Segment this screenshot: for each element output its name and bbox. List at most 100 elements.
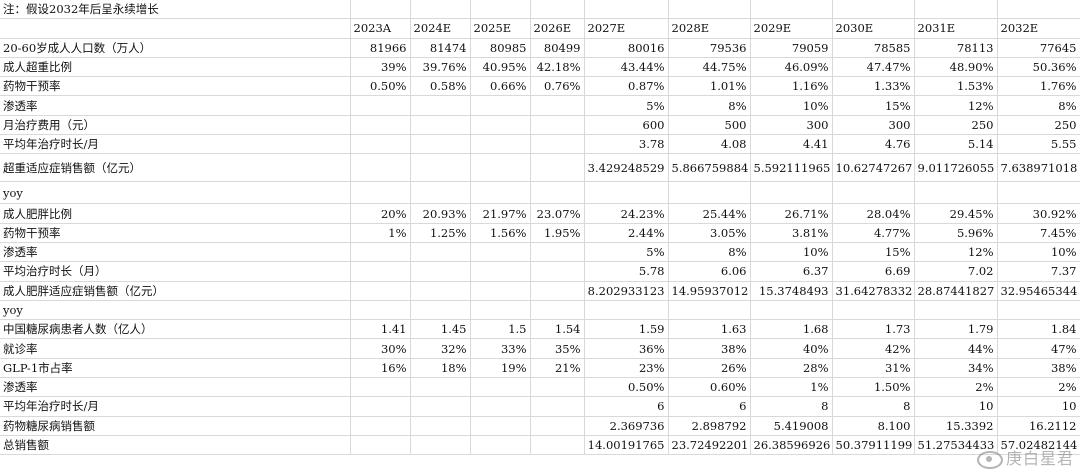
value-cell[interactable] bbox=[350, 95, 411, 116]
value-cell[interactable]: 12% bbox=[914, 95, 998, 116]
value-cell[interactable] bbox=[470, 300, 531, 321]
value-cell[interactable]: 6.06 bbox=[668, 261, 751, 282]
value-cell[interactable] bbox=[470, 396, 531, 417]
value-cell[interactable] bbox=[750, 181, 833, 205]
value-cell[interactable] bbox=[914, 300, 998, 321]
value-cell[interactable]: 78113 bbox=[914, 38, 998, 58]
value-cell[interactable]: 2.898792 bbox=[668, 416, 751, 436]
value-cell[interactable]: 7.638971018 bbox=[997, 153, 1080, 183]
value-cell[interactable] bbox=[350, 281, 411, 301]
value-cell[interactable] bbox=[530, 300, 585, 321]
value-cell[interactable]: 1.56% bbox=[470, 223, 531, 243]
value-cell[interactable]: 24.23% bbox=[584, 203, 669, 224]
value-cell[interactable]: 0.66% bbox=[470, 76, 531, 97]
value-cell[interactable]: 15% bbox=[832, 242, 915, 263]
value-cell[interactable]: 4.76 bbox=[832, 134, 915, 155]
value-cell[interactable]: 28% bbox=[750, 358, 833, 379]
value-cell[interactable]: 28.87441827 bbox=[914, 281, 998, 301]
row-label[interactable]: 渗透率 bbox=[0, 242, 351, 263]
value-cell[interactable]: 43.44% bbox=[584, 57, 669, 78]
value-cell[interactable]: 1.53% bbox=[914, 76, 998, 97]
value-cell[interactable] bbox=[410, 134, 471, 155]
value-cell[interactable]: 0.60% bbox=[668, 377, 751, 398]
value-cell[interactable] bbox=[530, 134, 585, 155]
value-cell[interactable]: 40.95% bbox=[470, 57, 531, 78]
value-cell[interactable]: 9.011726055 bbox=[914, 153, 998, 183]
row-label[interactable]: 药物干预率 bbox=[0, 76, 351, 97]
value-cell[interactable]: 26% bbox=[668, 358, 751, 379]
value-cell[interactable]: 57.02482144 bbox=[997, 435, 1080, 456]
value-cell[interactable]: 5% bbox=[584, 95, 669, 116]
value-cell[interactable]: 47.47% bbox=[832, 57, 915, 78]
value-cell[interactable] bbox=[668, 181, 751, 205]
value-cell[interactable]: 34% bbox=[914, 358, 998, 379]
value-cell[interactable]: 8 bbox=[832, 396, 915, 417]
value-cell[interactable] bbox=[470, 181, 531, 205]
value-cell[interactable] bbox=[470, 435, 531, 456]
value-cell[interactable]: 6.69 bbox=[832, 261, 915, 282]
value-cell[interactable]: 1.63 bbox=[668, 319, 751, 340]
value-cell[interactable]: 0.50% bbox=[584, 377, 669, 398]
value-cell[interactable]: 40% bbox=[750, 338, 833, 359]
value-cell[interactable]: 0.76% bbox=[530, 76, 585, 97]
value-cell[interactable] bbox=[530, 115, 585, 136]
value-cell[interactable]: 7.02 bbox=[914, 261, 998, 282]
value-cell[interactable] bbox=[997, 181, 1080, 205]
value-cell[interactable]: 5.419008 bbox=[750, 416, 833, 436]
value-cell[interactable] bbox=[350, 396, 411, 417]
value-cell[interactable] bbox=[530, 261, 585, 282]
value-cell[interactable]: 38% bbox=[997, 358, 1080, 379]
value-cell[interactable]: 50.36% bbox=[997, 57, 1080, 78]
value-cell[interactable]: 18% bbox=[410, 358, 471, 379]
value-cell[interactable] bbox=[410, 300, 471, 321]
year-header-2023A[interactable]: 2023A bbox=[350, 18, 411, 39]
value-cell[interactable] bbox=[350, 134, 411, 155]
value-cell[interactable] bbox=[470, 95, 531, 116]
value-cell[interactable]: 1.5 bbox=[470, 319, 531, 340]
value-cell[interactable]: 0.87% bbox=[584, 76, 669, 97]
value-cell[interactable]: 1.73 bbox=[832, 319, 915, 340]
value-cell[interactable]: 0.50% bbox=[350, 76, 411, 97]
year-header-2024E[interactable]: 2024E bbox=[410, 18, 471, 39]
row-label[interactable]: 平均治疗时长（月） bbox=[0, 261, 351, 282]
value-cell[interactable] bbox=[410, 416, 471, 436]
value-cell[interactable] bbox=[832, 181, 915, 205]
value-cell[interactable]: 1.79 bbox=[914, 319, 998, 340]
value-cell[interactable]: 35% bbox=[530, 338, 585, 359]
row-label[interactable]: 成人超重比例 bbox=[0, 57, 351, 78]
value-cell[interactable]: 23% bbox=[584, 358, 669, 379]
year-header-2026E[interactable]: 2026E bbox=[530, 18, 585, 39]
value-cell[interactable]: 28.04% bbox=[832, 203, 915, 224]
value-cell[interactable]: 15% bbox=[832, 95, 915, 116]
row-label[interactable]: 成人肥胖适应症销售额（亿元） bbox=[0, 281, 351, 301]
value-cell[interactable]: 2.369736 bbox=[584, 416, 669, 436]
value-cell[interactable]: 77645 bbox=[997, 38, 1080, 58]
value-cell[interactable]: 42.18% bbox=[530, 57, 585, 78]
value-cell[interactable]: 79059 bbox=[750, 38, 833, 58]
value-cell[interactable]: 5.78 bbox=[584, 261, 669, 282]
value-cell[interactable]: 31.64278332 bbox=[832, 281, 915, 301]
row-label[interactable]: GLP-1市占率 bbox=[0, 358, 351, 379]
year-header-2027E[interactable]: 2027E bbox=[584, 18, 669, 39]
year-header-2028E[interactable]: 2028E bbox=[668, 18, 751, 39]
value-cell[interactable]: 36% bbox=[584, 338, 669, 359]
value-cell[interactable]: 1.16% bbox=[750, 76, 833, 97]
value-cell[interactable]: 15.3392 bbox=[914, 416, 998, 436]
value-cell[interactable]: 81474 bbox=[410, 38, 471, 58]
value-cell[interactable]: 250 bbox=[997, 115, 1080, 136]
value-cell[interactable] bbox=[668, 300, 751, 321]
value-cell[interactable]: 1.54 bbox=[530, 319, 585, 340]
value-cell[interactable]: 0.58% bbox=[410, 76, 471, 97]
value-cell[interactable]: 1.95% bbox=[530, 223, 585, 243]
value-cell[interactable]: 3.429248529 bbox=[584, 153, 669, 183]
value-cell[interactable] bbox=[410, 377, 471, 398]
value-cell[interactable] bbox=[470, 377, 531, 398]
value-cell[interactable]: 14.95937012 bbox=[668, 281, 751, 301]
value-cell[interactable] bbox=[584, 181, 669, 205]
value-cell[interactable]: 16% bbox=[350, 358, 411, 379]
value-cell[interactable] bbox=[470, 261, 531, 282]
value-cell[interactable]: 1.59 bbox=[584, 319, 669, 340]
value-cell[interactable]: 5.55 bbox=[997, 134, 1080, 155]
value-cell[interactable]: 8 bbox=[750, 396, 833, 417]
value-cell[interactable] bbox=[530, 95, 585, 116]
